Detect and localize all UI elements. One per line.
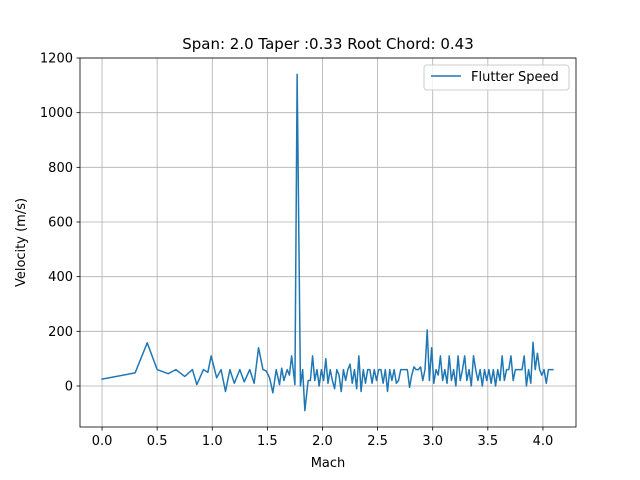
legend-entry-flutter-speed: Flutter Speed bbox=[471, 70, 559, 85]
x-tick-label: 2.5 bbox=[367, 434, 388, 449]
series-line-flutter-speed bbox=[101, 73, 554, 412]
y-tick-label: 400 bbox=[48, 270, 73, 285]
x-axis-label: Mach bbox=[311, 456, 346, 471]
y-tick-label: 1200 bbox=[40, 52, 73, 67]
grid bbox=[80, 57, 576, 427]
legend: Flutter Speed bbox=[423, 64, 570, 91]
legend-box bbox=[423, 64, 570, 91]
x-tick-label: 0.5 bbox=[147, 434, 168, 449]
x-tick-label: 1.0 bbox=[202, 434, 223, 449]
x-tick-label: 1.5 bbox=[257, 434, 278, 449]
x-tick-label: 3.0 bbox=[422, 434, 443, 449]
x-tick-label: 2.0 bbox=[312, 434, 333, 449]
ticks: 0.0 0.5 1.0 1.5 2.0 2.5 3.0 3.5 4.0 0 200 400 600 800… bbox=[40, 52, 553, 450]
x-tick-label: 4.0 bbox=[533, 434, 554, 449]
series-layer bbox=[101, 73, 554, 412]
y-tick-label: 0 bbox=[65, 380, 73, 395]
chart-title: Span: 2.0 Taper :0.33 Root Chord: 0.43 bbox=[182, 35, 474, 53]
plot-frame bbox=[79, 57, 577, 428]
x-tick-label: 3.5 bbox=[477, 434, 498, 449]
y-tick-label: 200 bbox=[48, 325, 73, 340]
y-tick-label: 600 bbox=[48, 216, 73, 231]
x-tick-label: 0.0 bbox=[92, 434, 113, 449]
y-tick-label: 800 bbox=[48, 161, 73, 176]
y-tick-label: 1000 bbox=[40, 106, 73, 121]
y-axis-label: Velocity (m/s) bbox=[14, 198, 29, 287]
